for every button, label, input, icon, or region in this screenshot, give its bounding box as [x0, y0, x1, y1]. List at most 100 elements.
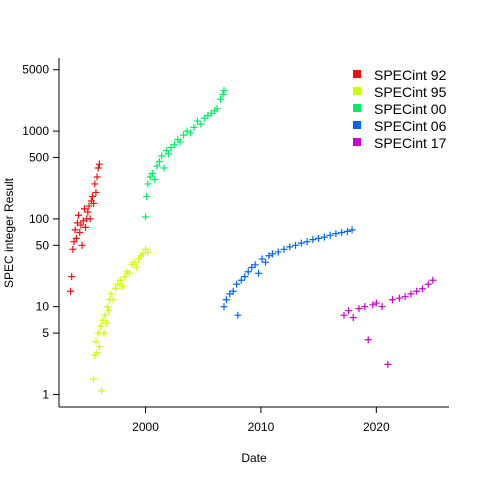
data-point: [378, 303, 386, 311]
data-point: [121, 273, 129, 281]
data-point: [424, 280, 432, 288]
data-point: [244, 268, 252, 276]
data-point: [233, 280, 241, 288]
data-point: [90, 375, 98, 383]
data-point: [112, 285, 120, 293]
data-point: [95, 160, 103, 168]
data-point: [255, 269, 263, 277]
data-point: [388, 296, 396, 304]
legend-label: SPECint 17: [374, 135, 447, 151]
legend-label: SPECint 95: [374, 84, 447, 100]
series-specint-95: [90, 245, 152, 395]
data-point: [92, 338, 100, 346]
data-point: [107, 290, 115, 298]
data-point: [153, 162, 161, 170]
data-point: [190, 123, 198, 131]
data-point: [258, 255, 266, 263]
data-point: [72, 234, 80, 242]
data-point: [369, 301, 377, 309]
data-point: [130, 258, 138, 266]
data-point: [146, 173, 154, 181]
legend-label: SPECint 92: [374, 67, 447, 83]
data-point: [84, 208, 92, 216]
data-point: [76, 228, 84, 236]
points-layer: [67, 86, 437, 395]
data-point: [237, 276, 245, 284]
data-point: [364, 336, 372, 344]
legend-swatch: [353, 104, 361, 112]
data-point: [88, 192, 96, 200]
data-point: [93, 349, 101, 357]
data-point: [274, 248, 282, 256]
data-point: [155, 158, 163, 166]
data-point: [100, 329, 108, 337]
data-point: [109, 296, 117, 304]
data-point: [91, 180, 99, 188]
data-point: [372, 299, 380, 307]
data-point: [280, 245, 288, 253]
data-point: [139, 250, 147, 258]
y-tick-label: 5: [42, 326, 49, 340]
data-point: [86, 215, 94, 223]
x-tick-label: 2000: [132, 420, 159, 434]
data-point: [297, 239, 305, 247]
series-specint-00: [142, 86, 228, 221]
series-specint-17: [340, 276, 437, 368]
data-point: [349, 314, 357, 322]
data-point: [92, 188, 100, 196]
data-point: [338, 228, 346, 236]
y-axis-title: SPEC integer Result: [2, 177, 16, 288]
legend-swatch: [353, 138, 361, 146]
data-point: [102, 319, 110, 327]
data-point: [144, 180, 152, 188]
data-point: [348, 226, 356, 234]
data-point: [315, 234, 323, 242]
x-tick-label: 2020: [363, 420, 390, 434]
data-point: [303, 238, 311, 246]
data-point: [251, 261, 259, 269]
series-specint-06: [220, 226, 356, 319]
data-point: [320, 233, 328, 241]
data-point: [143, 192, 151, 200]
data-point: [213, 105, 221, 113]
y-tick-label: 1000: [22, 124, 49, 138]
data-point: [262, 258, 270, 266]
data-point: [158, 152, 166, 160]
data-point: [217, 95, 225, 103]
data-point: [90, 199, 98, 207]
legend-label: SPECint 00: [374, 101, 447, 117]
data-point: [101, 311, 109, 319]
y-tick-label: 50: [36, 238, 50, 252]
y-tick-label: 10: [36, 300, 50, 314]
data-point: [160, 164, 168, 172]
data-point: [268, 250, 276, 258]
legend-label: SPECint 06: [374, 118, 447, 134]
data-point: [384, 360, 392, 368]
y-tick-label: 1: [42, 387, 49, 401]
data-point: [105, 307, 113, 315]
data-point: [78, 241, 86, 249]
data-point: [103, 303, 111, 311]
data-point: [82, 223, 90, 231]
data-point: [326, 231, 334, 239]
x-tick-label: 2010: [248, 420, 275, 434]
data-point: [332, 230, 340, 238]
data-point: [219, 91, 227, 99]
data-point: [292, 241, 300, 249]
data-point: [176, 138, 184, 146]
data-point: [75, 211, 83, 219]
data-point: [345, 307, 353, 315]
y-tick-label: 100: [29, 212, 49, 226]
data-point: [407, 290, 415, 298]
legend-swatch: [353, 87, 361, 95]
data-point: [193, 117, 201, 125]
data-point: [68, 273, 76, 281]
data-point: [170, 141, 178, 149]
data-point: [151, 176, 159, 184]
data-point: [144, 248, 152, 256]
data-point: [77, 221, 85, 229]
data-point: [125, 269, 133, 277]
data-point: [180, 131, 188, 139]
